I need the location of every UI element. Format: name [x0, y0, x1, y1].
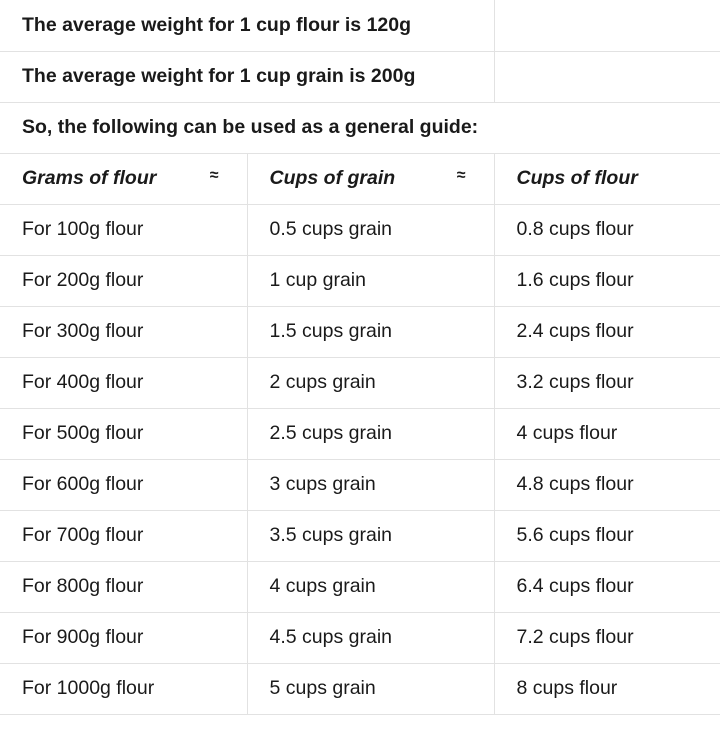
- grain-cell: 4 cups grain: [247, 560, 495, 613]
- table-row: For 200g flour 1 cup grain 1.6 cups flour: [0, 254, 720, 307]
- flour-cell: 0.8 cups flour: [494, 203, 720, 256]
- empty-cell: [494, 50, 720, 103]
- grain-cell: 0.5 cups grain: [247, 203, 495, 256]
- table-row: For 800g flour 4 cups grain 6.4 cups flour: [0, 560, 720, 613]
- grain-cell: 3 cups grain: [247, 458, 495, 511]
- intro-row: The average weight for 1 cup flour is 12…: [0, 0, 720, 52]
- grain-cell: 1 cup grain: [247, 254, 495, 307]
- header-row: Grams of flour ≈ Cups of grain ≈ Cups of f…: [0, 152, 720, 205]
- grams-cell: For 600g flour: [0, 458, 248, 511]
- grams-cell: For 100g flour: [0, 203, 248, 256]
- table-row: For 300g flour 1.5 cups grain 2.4 cups flo…: [0, 305, 720, 358]
- header-label: Cups of grain: [269, 167, 396, 189]
- empty-cell: [494, 0, 720, 52]
- approx-symbol: ≈: [456, 167, 466, 184]
- table-row: For 500g flour 2.5 cups grain 4 cups flour: [0, 407, 720, 460]
- header-cups-of-flour: Cups of flour: [494, 152, 720, 205]
- flour-cell: 8 cups flour: [494, 662, 720, 715]
- intro-row: The average weight for 1 cup grain is 20…: [0, 50, 720, 103]
- grams-cell: For 400g flour: [0, 356, 248, 409]
- grain-cell: 2.5 cups grain: [247, 407, 495, 460]
- table-row: For 900g flour 4.5 cups grain 7.2 cups flo…: [0, 611, 720, 664]
- intro-flour-weight: The average weight for 1 cup flour is 12…: [0, 0, 495, 52]
- table-row: For 700g flour 3.5 cups grain 5.6 cups flo…: [0, 509, 720, 562]
- grams-cell: For 700g flour: [0, 509, 248, 562]
- grain-cell: 5 cups grain: [247, 662, 495, 715]
- table-row: For 100g flour 0.5 cups grain 0.8 cups flo…: [0, 203, 720, 256]
- grain-cell: 4.5 cups grain: [247, 611, 495, 664]
- table-row: For 400g flour 2 cups grain 3.2 cups flour: [0, 356, 720, 409]
- grain-cell: 1.5 cups grain: [247, 305, 495, 358]
- table-row: For 600g flour 3 cups grain 4.8 cups flour: [0, 458, 720, 511]
- flour-cell: 7.2 cups flour: [494, 611, 720, 664]
- table-row: For 1000g flour 5 cups grain 8 cups flour: [0, 662, 720, 715]
- approx-symbol: ≈: [209, 167, 219, 184]
- header-label: Grams of flour: [22, 167, 157, 189]
- flour-cell: 2.4 cups flour: [494, 305, 720, 358]
- flour-cell: 3.2 cups flour: [494, 356, 720, 409]
- grain-cell: 2 cups grain: [247, 356, 495, 409]
- intro-grain-weight: The average weight for 1 cup grain is 20…: [0, 50, 495, 103]
- grams-cell: For 500g flour: [0, 407, 248, 460]
- flour-cell: 6.4 cups flour: [494, 560, 720, 613]
- flour-cell: 4 cups flour: [494, 407, 720, 460]
- flour-cell: 4.8 cups flour: [494, 458, 720, 511]
- grain-cell: 3.5 cups grain: [247, 509, 495, 562]
- header-grams-of-flour: Grams of flour ≈: [0, 152, 248, 205]
- flour-cell: 5.6 cups flour: [494, 509, 720, 562]
- header-cups-of-grain: Cups of grain ≈: [247, 152, 495, 205]
- grams-cell: For 900g flour: [0, 611, 248, 664]
- guide-row: So, the following can be used as a gener…: [0, 101, 720, 154]
- guide-text: So, the following can be used as a gener…: [0, 101, 720, 154]
- grams-cell: For 300g flour: [0, 305, 248, 358]
- flour-cell: 1.6 cups flour: [494, 254, 720, 307]
- grams-cell: For 200g flour: [0, 254, 248, 307]
- grams-cell: For 800g flour: [0, 560, 248, 613]
- grams-cell: For 1000g flour: [0, 662, 248, 715]
